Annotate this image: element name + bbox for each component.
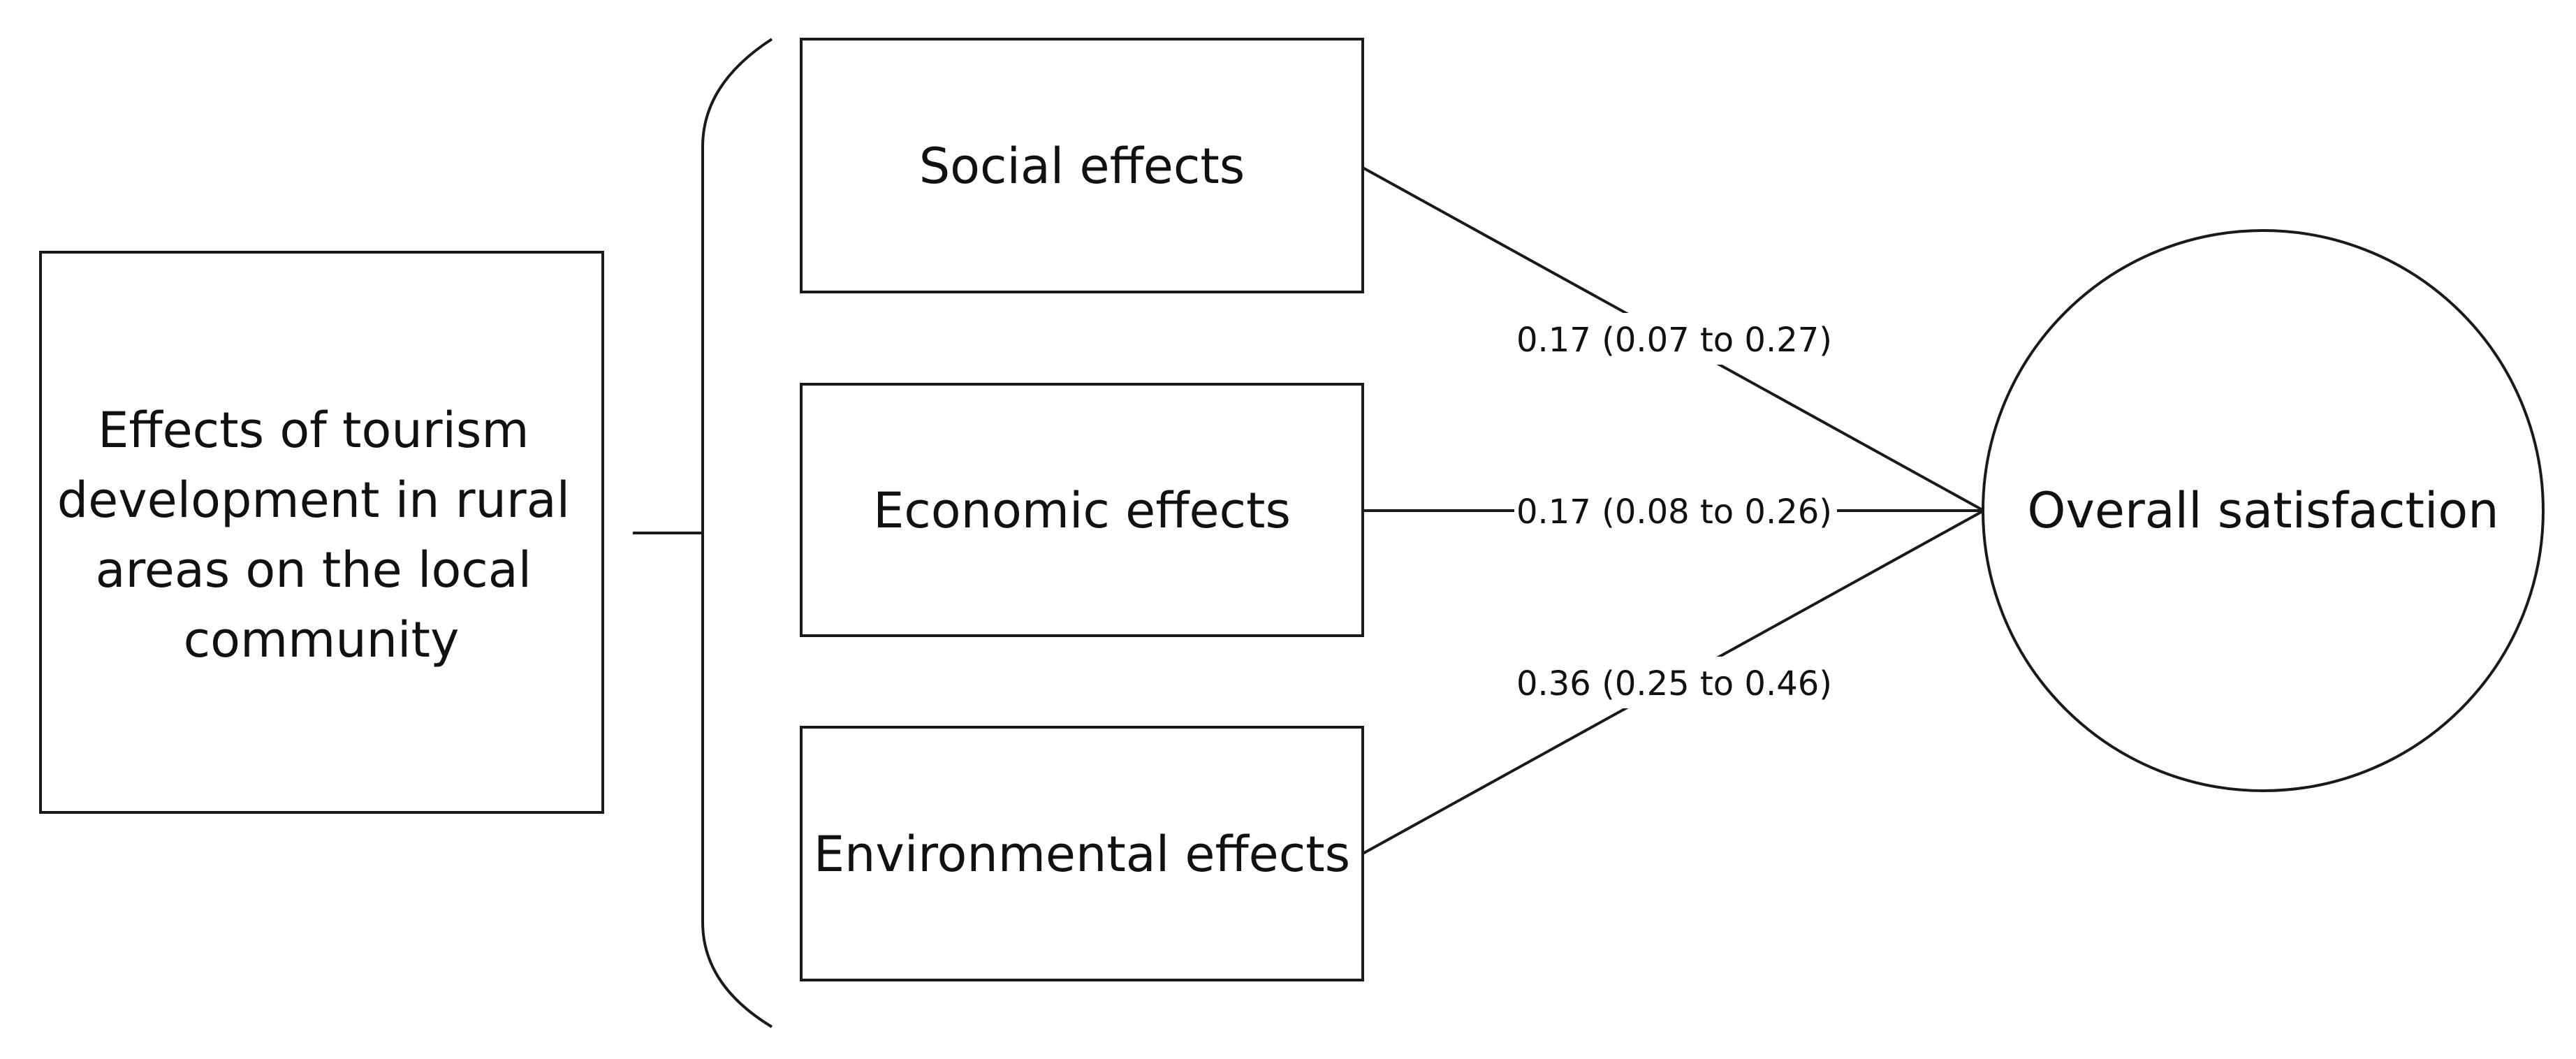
- environmental-effects-box: Environmental effects: [800, 726, 1364, 981]
- economic-coefficient-label: 0.17 (0.08 to 0.26): [1516, 492, 1832, 532]
- grouping-bracket: [701, 38, 773, 1028]
- source-box-line-4: community: [184, 611, 460, 669]
- svg-text:Effects of tourism devel: Effects of tourism development in rural …: [57, 402, 586, 669]
- economic-effects-box: Economic effects: [800, 383, 1364, 637]
- overall-satisfaction-label: Overall satisfaction: [2027, 482, 2498, 539]
- environmental-coefficient-label: 0.36 (0.25 to 0.46): [1516, 664, 1832, 703]
- source-box-line-2: development in rural: [57, 472, 570, 529]
- environmental-coefficient: 0.36 (0.25 to 0.46): [1514, 657, 1837, 708]
- economic-coefficient: 0.17 (0.08 to 0.26): [1514, 485, 1837, 536]
- source-box: Effects of tourism development in rural …: [39, 251, 604, 814]
- environmental-effects-label: Environmental effects: [814, 826, 1350, 883]
- overall-satisfaction-node: Overall satisfaction: [1982, 229, 2545, 792]
- social-coefficient: 0.17 (0.07 to 0.27): [1514, 313, 1837, 365]
- social-coefficient-label: 0.17 (0.07 to 0.27): [1516, 321, 1832, 360]
- source-box-line-1: Effects of tourism: [98, 402, 529, 459]
- economic-effects-label: Economic effects: [873, 482, 1291, 539]
- source-box-line-3: areas on the local: [96, 541, 532, 599]
- social-effects-box: Social effects: [800, 38, 1364, 293]
- social-effects-label: Social effects: [919, 138, 1245, 195]
